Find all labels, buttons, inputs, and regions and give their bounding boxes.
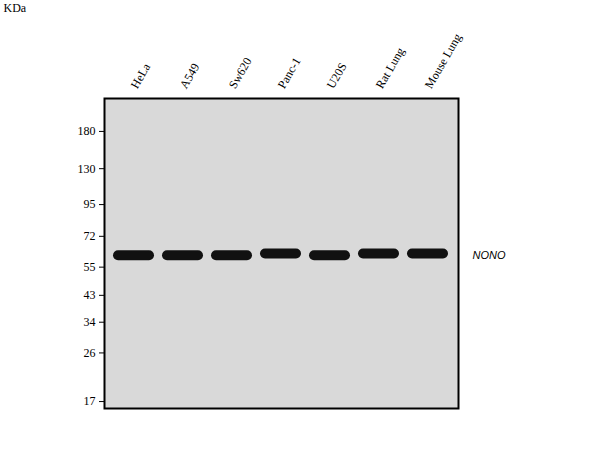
svg-text:34: 34 — [84, 315, 96, 329]
svg-text:180: 180 — [78, 124, 96, 138]
svg-text:Panc-1: Panc-1 — [275, 55, 304, 91]
svg-text:HeLa: HeLa — [128, 60, 154, 91]
svg-text:A549: A549 — [177, 61, 202, 91]
svg-text:Rat Lung: Rat Lung — [373, 45, 408, 91]
svg-text:NONO: NONO — [473, 249, 506, 261]
svg-text:95: 95 — [84, 197, 96, 211]
svg-text:130: 130 — [78, 162, 96, 176]
svg-text:Mouse Lung: Mouse Lung — [422, 31, 465, 91]
svg-text:26: 26 — [84, 346, 96, 360]
svg-text:72: 72 — [84, 229, 96, 243]
svg-text:KDa: KDa — [4, 1, 27, 15]
svg-text:43: 43 — [84, 288, 96, 302]
svg-text:55: 55 — [84, 260, 96, 274]
svg-text:U20S: U20S — [324, 60, 350, 91]
svg-text:17: 17 — [84, 394, 96, 408]
svg-text:Sw620: Sw620 — [226, 55, 255, 91]
